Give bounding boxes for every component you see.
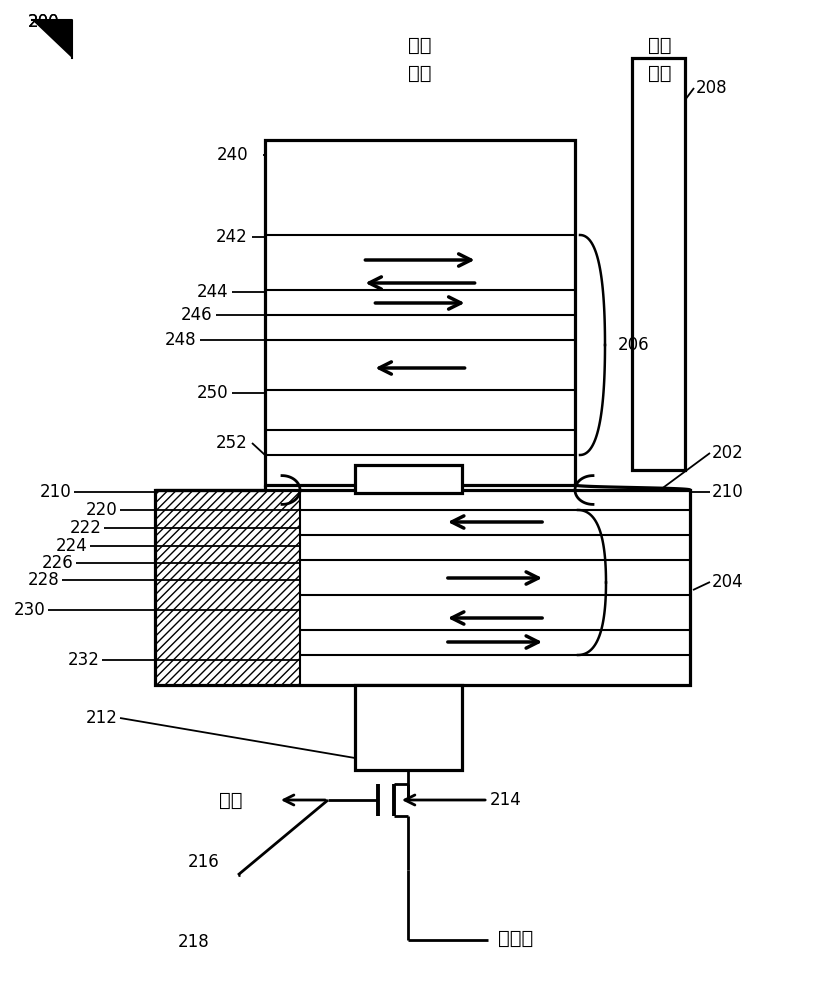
Text: 240: 240 bbox=[216, 146, 248, 164]
Text: 200: 200 bbox=[28, 13, 59, 31]
Text: 244: 244 bbox=[197, 283, 228, 301]
Text: 字線: 字線 bbox=[220, 790, 243, 810]
Polygon shape bbox=[32, 20, 72, 58]
Text: 讀取: 讀取 bbox=[408, 64, 432, 83]
Text: 210: 210 bbox=[40, 483, 72, 501]
Text: 202: 202 bbox=[712, 444, 744, 462]
Text: 230: 230 bbox=[14, 601, 46, 619]
Text: 242: 242 bbox=[216, 228, 248, 246]
Text: 250: 250 bbox=[197, 384, 228, 402]
Bar bbox=[155, 490, 300, 685]
Text: 216: 216 bbox=[188, 853, 220, 871]
Text: 252: 252 bbox=[216, 434, 248, 452]
Text: 200: 200 bbox=[28, 13, 59, 31]
Bar bbox=[355, 685, 462, 770]
Text: 232: 232 bbox=[68, 651, 100, 669]
Text: 222: 222 bbox=[70, 519, 102, 537]
Text: 210: 210 bbox=[712, 483, 744, 501]
Text: 源極線: 源極線 bbox=[498, 928, 533, 948]
Text: 206: 206 bbox=[618, 336, 649, 354]
Bar bbox=[355, 465, 462, 493]
Text: 218: 218 bbox=[178, 933, 210, 951]
Text: 220: 220 bbox=[86, 501, 118, 519]
Text: 226: 226 bbox=[42, 554, 74, 572]
Text: 214: 214 bbox=[490, 791, 522, 809]
Bar bbox=[265, 140, 575, 485]
Text: 204: 204 bbox=[712, 573, 744, 591]
Text: 208: 208 bbox=[696, 79, 728, 97]
Text: 224: 224 bbox=[56, 537, 88, 555]
Text: 228: 228 bbox=[28, 571, 60, 589]
Bar bbox=[155, 490, 690, 685]
Text: 寫入: 寫入 bbox=[649, 64, 672, 83]
Text: 248: 248 bbox=[165, 331, 196, 349]
Text: 位線: 位線 bbox=[408, 35, 432, 54]
Bar bbox=[632, 58, 685, 470]
Text: 位線: 位線 bbox=[649, 35, 672, 54]
Text: 212: 212 bbox=[86, 709, 118, 727]
Text: 246: 246 bbox=[180, 306, 212, 324]
